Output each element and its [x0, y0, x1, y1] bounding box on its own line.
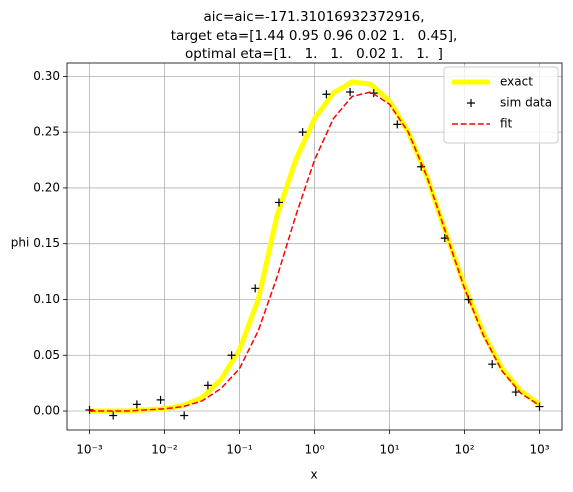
- x-axis-label: x: [310, 468, 317, 482]
- data-point: [511, 388, 520, 397]
- data-point: [322, 90, 331, 99]
- y-tick-label: 0.15: [33, 236, 60, 250]
- legend-label: fit: [500, 117, 513, 131]
- data-point: [393, 120, 402, 129]
- data-point: [346, 88, 355, 97]
- y-tick-label: 0.00: [33, 404, 60, 418]
- x-tick-label: 10⁻³: [76, 443, 103, 457]
- data-point: [227, 351, 236, 360]
- x-tick-label: 10²: [454, 443, 474, 457]
- legend-swatch: [467, 99, 475, 107]
- data-point: [535, 402, 544, 411]
- chart-title: optimal eta=[1. 1. 1. 0.02 1. 1. ]: [185, 46, 443, 62]
- y-tick-label: 0.05: [33, 348, 60, 362]
- data-point: [274, 198, 283, 207]
- y-tick-label: 0.25: [33, 125, 60, 139]
- x-tick-label: 10¹: [379, 443, 399, 457]
- x-tick-label: 10⁻²: [151, 443, 178, 457]
- legend-label: sim data: [500, 96, 552, 110]
- y-tick-label: 0.30: [33, 69, 60, 83]
- data-point: [85, 405, 94, 414]
- plot-frame: [66, 62, 563, 431]
- x-tick-label: 10³: [529, 443, 549, 457]
- y-tick-label: 0.10: [33, 292, 60, 306]
- data-point: [132, 400, 141, 409]
- y-axis-label: phi: [11, 236, 30, 250]
- data-point: [251, 284, 260, 293]
- x-tick-label: 10⁰: [304, 443, 324, 457]
- data-point: [203, 381, 212, 390]
- x-tick-label: 10⁻¹: [226, 443, 253, 457]
- data-point: [488, 360, 497, 369]
- data-point: [298, 128, 307, 137]
- data-point: [180, 411, 189, 420]
- data-point: [156, 395, 165, 404]
- chart-title: aic=aic=-171.31016932372916,: [204, 9, 425, 25]
- series-line: [89, 91, 540, 412]
- legend-label: exact: [500, 75, 533, 89]
- data-point: [109, 411, 118, 420]
- chart-title: target eta=[1.44 0.95 0.96 0.02 1. 0.45]…: [171, 28, 458, 44]
- y-tick-label: 0.20: [33, 180, 60, 194]
